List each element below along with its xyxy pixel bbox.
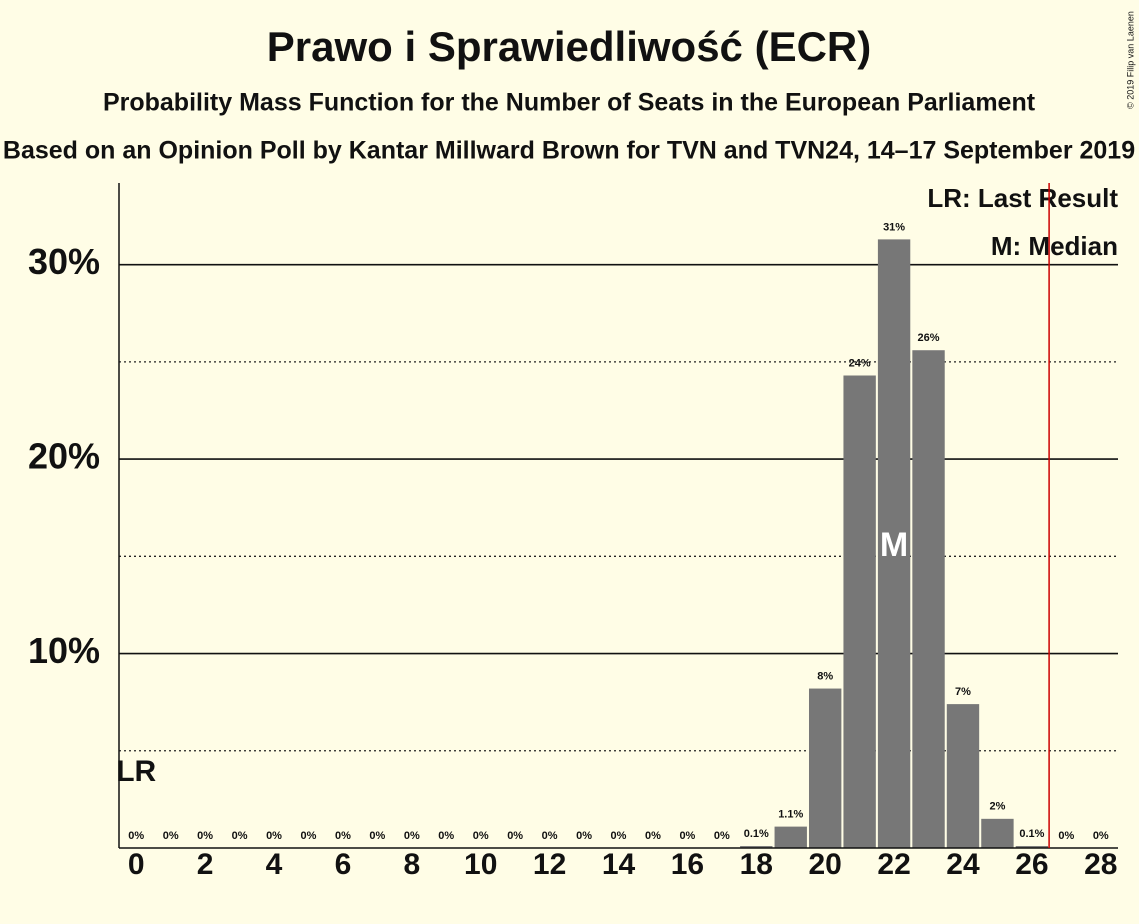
legend-entry: LR: Last Result [927,183,1118,213]
bar [808,688,842,848]
copyright: © 2019 Filip van Laenen [1125,11,1135,109]
x-tick-label: 8 [403,848,420,881]
data-label: 0% [576,830,592,842]
x-tick-label: 24 [946,848,980,881]
lr-annotation: LR [116,755,156,788]
x-tick-label: 6 [335,848,352,881]
data-label: 2% [989,801,1005,813]
data-label: 0.1% [744,828,769,840]
data-label: 0% [197,830,213,842]
data-label: 0% [679,830,695,842]
data-label: 26% [918,332,940,344]
data-label: 0% [507,830,523,842]
data-label: 0% [645,830,661,842]
bar [981,818,1014,848]
x-tick-label: 4 [266,848,283,881]
data-label: 0% [611,830,627,842]
bar [1015,846,1049,848]
x-tick-label: 22 [877,848,910,881]
data-label: 0% [266,830,282,842]
y-tick-label: 20% [28,436,100,477]
data-label: 0% [128,830,144,842]
y-tick-label: 10% [28,630,100,671]
bar [774,826,807,848]
data-label: 0% [301,830,317,842]
data-label: 0% [335,830,351,842]
data-label: 0% [163,830,179,842]
chart-subtitle: Probability Mass Function for the Number… [103,89,1036,117]
data-label: 0% [1058,830,1074,842]
data-label: 8% [817,670,833,682]
data-label: 1.1% [778,809,803,821]
x-tick-label: 26 [1015,848,1048,881]
chart-title: Prawo i Sprawiedliwość (ECR) [267,23,871,70]
x-tick-label: 18 [740,848,773,881]
data-label: 0% [404,830,420,842]
median-annotation: M [880,526,908,564]
data-label: 0% [714,830,730,842]
y-tick-label: 30% [28,241,100,282]
legend-entry: M: Median [991,231,1118,261]
x-tick-label: 14 [602,848,636,881]
data-label: 0% [369,830,385,842]
data-label: 7% [955,686,971,698]
x-tick-label: 28 [1084,848,1117,881]
x-tick-label: 2 [197,848,214,881]
x-tick-label: 0 [128,848,145,881]
bar [740,846,773,848]
bar [843,375,876,848]
x-tick-label: 16 [671,848,704,881]
data-label: 0% [232,830,248,842]
bar [946,704,980,848]
data-label: 0.1% [1019,828,1044,840]
chart-subtitle: Based on an Opinion Poll by Kantar Millw… [3,137,1135,165]
x-tick-label: 10 [464,848,497,881]
data-label: 0% [438,830,454,842]
data-label: 0% [1093,830,1109,842]
data-label: 31% [883,221,905,233]
bar [912,350,945,848]
x-tick-label: 12 [533,848,566,881]
data-label: 0% [542,830,558,842]
bar [877,239,911,848]
data-label: 24% [849,357,871,369]
data-label: 0% [473,830,489,842]
x-tick-label: 20 [809,848,842,881]
